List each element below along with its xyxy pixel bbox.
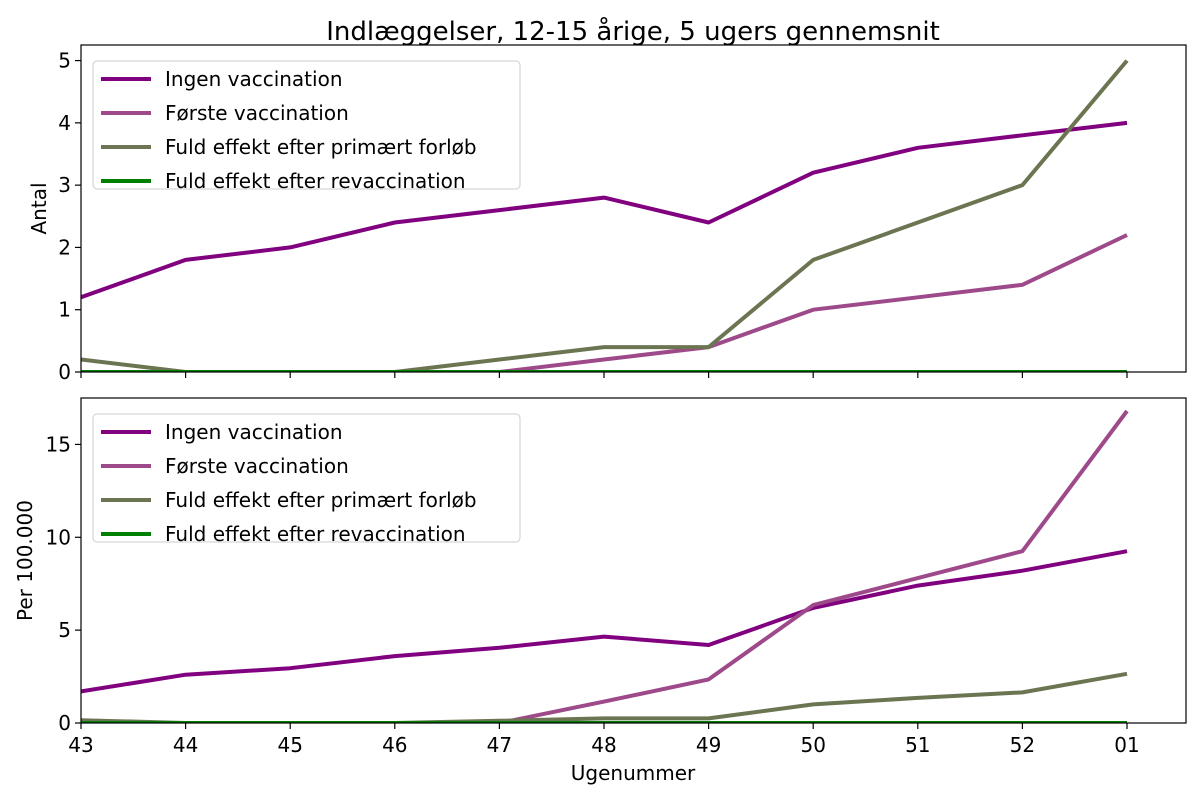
x-tick-label: 43 bbox=[68, 733, 93, 757]
legend-entry: Fuld effekt efter revaccination bbox=[165, 169, 466, 193]
series-line-2 bbox=[81, 409, 1129, 723]
y-tick-label: 15 bbox=[46, 432, 71, 456]
series-line-3 bbox=[81, 671, 1128, 723]
legend: Ingen vaccination Første vaccination Fuld … bbox=[92, 60, 521, 193]
plot-frame bbox=[80, 44, 1187, 373]
legend-entry: Første vaccination bbox=[165, 454, 349, 478]
y-tick-label: 5 bbox=[58, 618, 71, 642]
series-line-1 bbox=[81, 120, 1128, 300]
y-tick-label: 0 bbox=[58, 711, 71, 735]
legend-entry: Fuld effekt efter primært forløb bbox=[165, 488, 477, 512]
x-tick-label: 47 bbox=[487, 733, 512, 757]
series-lines bbox=[81, 409, 1129, 723]
y-tick-label: 2 bbox=[58, 235, 71, 259]
x-tick-label: 44 bbox=[173, 733, 198, 757]
legend: Ingen vaccination Første vaccination Fuld … bbox=[92, 413, 521, 546]
legend-entry: Ingen vaccination bbox=[165, 420, 343, 444]
panel-counts: 0 1 2 3 4 5 Antal Ingen vaccination Første vacci… bbox=[27, 44, 1187, 384]
series-line-3 bbox=[81, 59, 1129, 372]
series-line-2 bbox=[81, 233, 1128, 372]
y-tick-label: 3 bbox=[58, 173, 71, 197]
legend-entry: Første vaccination bbox=[165, 101, 349, 125]
panel-per-100000: 0 5 10 15 43 44 45 46 47 48 49 50 51 52 01 Per 100.000 I… bbox=[13, 397, 1187, 757]
legend-frame bbox=[92, 413, 521, 543]
chart-title: Indlæggelser, 12-15 årige, 5 ugers genne… bbox=[326, 16, 940, 47]
plot-frame bbox=[80, 397, 1187, 724]
x-tick-label: 46 bbox=[382, 733, 407, 757]
x-tick-label: 49 bbox=[696, 733, 721, 757]
y-axis-label: Antal bbox=[27, 182, 51, 234]
series-line-1 bbox=[81, 549, 1128, 694]
y-tick-label: 1 bbox=[58, 298, 71, 322]
x-tick-label: 01 bbox=[1114, 733, 1139, 757]
legend-entry: Fuld effekt efter primært forløb bbox=[165, 135, 477, 159]
x-tick-label: 50 bbox=[800, 733, 825, 757]
legend-frame bbox=[92, 60, 521, 190]
x-tick-label: 48 bbox=[591, 733, 616, 757]
legend-entry: Fuld effekt efter revaccination bbox=[165, 522, 466, 546]
legend-entry: Ingen vaccination bbox=[165, 67, 343, 91]
x-tick-label: 52 bbox=[1010, 733, 1035, 757]
series-lines bbox=[81, 59, 1129, 372]
y-tick-label: 5 bbox=[58, 49, 71, 73]
y-axis-label: Per 100.000 bbox=[13, 500, 37, 621]
y-tick-label: 4 bbox=[58, 111, 71, 135]
x-axis-label: Ugenummer bbox=[571, 761, 696, 785]
x-tick-label: 45 bbox=[277, 733, 302, 757]
y-tick-label: 10 bbox=[46, 525, 71, 549]
x-tick-label: 51 bbox=[905, 733, 930, 757]
y-tick-label: 0 bbox=[58, 360, 71, 384]
